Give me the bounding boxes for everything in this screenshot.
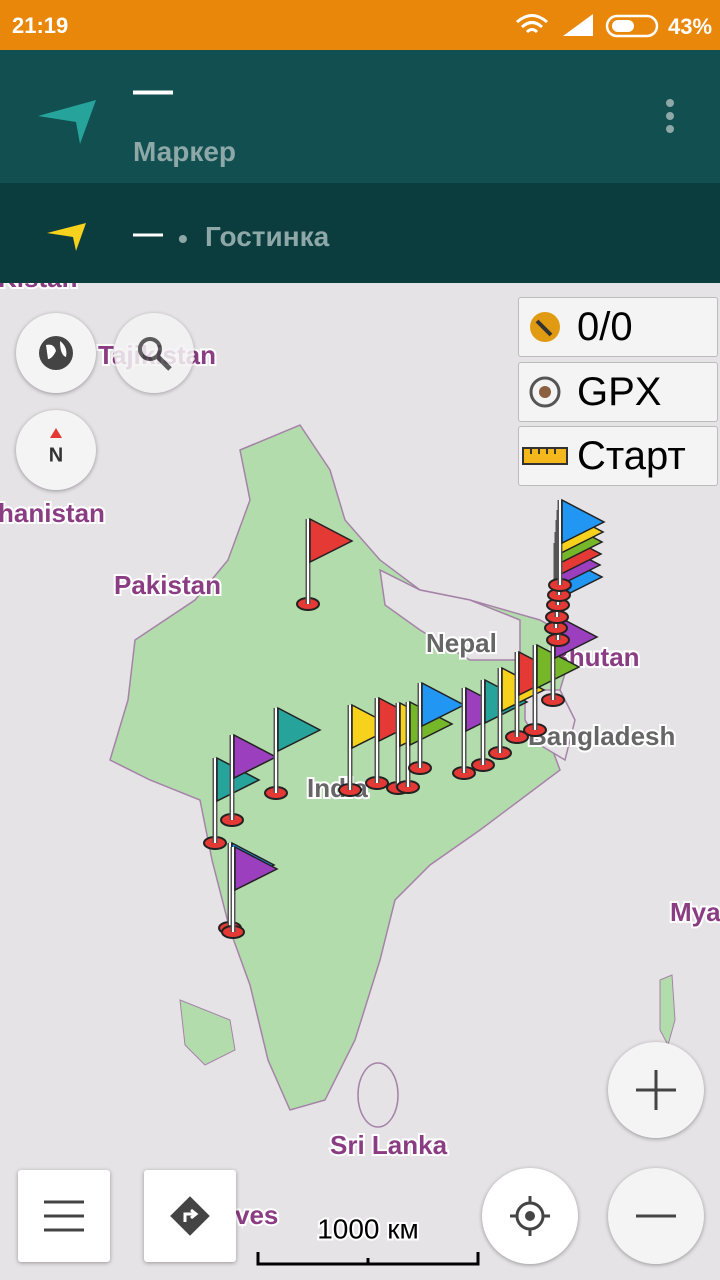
map-label: India bbox=[307, 773, 368, 803]
india-area bbox=[109, 424, 576, 1111]
search-button[interactable] bbox=[114, 313, 194, 393]
navigation[interactable] bbox=[144, 1170, 236, 1262]
favorite-marker bbox=[523, 643, 581, 737]
svg-text:N: N bbox=[49, 444, 63, 466]
favorite-marker bbox=[408, 681, 466, 775]
map-label: Pakistan bbox=[114, 570, 221, 600]
main-menu[interactable] bbox=[18, 1170, 110, 1262]
sri-lanka-area bbox=[357, 1062, 399, 1128]
status-icons bbox=[516, 14, 659, 38]
favorite-marker bbox=[296, 517, 354, 611]
favorite-marker bbox=[221, 845, 279, 939]
favorite-marker bbox=[264, 706, 322, 800]
map-label: Mya bbox=[670, 897, 720, 927]
widget-text: GPX bbox=[577, 369, 662, 414]
marker-name: Гостинка bbox=[205, 221, 330, 252]
favorite-marker bbox=[338, 703, 396, 797]
scale-label: 1000 км bbox=[317, 1213, 419, 1244]
markers bbox=[203, 498, 606, 939]
widget-text: Старт bbox=[577, 433, 686, 478]
map-label: hanistan bbox=[0, 498, 105, 528]
map-label: Nepal bbox=[426, 628, 497, 658]
favorite-marker bbox=[548, 498, 606, 592]
favorite-marker bbox=[220, 733, 278, 827]
compass-button[interactable]: N bbox=[16, 410, 96, 490]
my-location[interactable] bbox=[482, 1168, 578, 1264]
map-label: Bangladesh bbox=[528, 721, 675, 751]
favorite-marker bbox=[203, 756, 261, 850]
marker-name: Маркер bbox=[133, 136, 237, 167]
battery-level: 43% bbox=[668, 14, 713, 39]
header[interactable]: — Маркер bbox=[0, 50, 720, 183]
islands-area bbox=[179, 999, 236, 1066]
layers-button[interactable] bbox=[16, 313, 96, 393]
direction-arrow bbox=[47, 223, 86, 251]
gps-widget[interactable]: 0/0 bbox=[518, 297, 718, 357]
menu-dots[interactable] bbox=[660, 98, 680, 138]
direction-arrow bbox=[38, 100, 96, 144]
distance: — bbox=[133, 68, 173, 112]
widget-text: 0/0 bbox=[577, 304, 633, 349]
status-bar: 21:19 43% bbox=[0, 0, 720, 50]
zoom-in[interactable] bbox=[608, 1042, 704, 1138]
ruler-widget[interactable]: Старт bbox=[518, 426, 718, 486]
clock: 21:19 bbox=[12, 13, 69, 38]
second-marker[interactable]: — • Гостинка bbox=[0, 183, 720, 283]
distance: — bbox=[133, 217, 163, 250]
map-label: Sri Lanka bbox=[330, 1130, 448, 1160]
separator: • bbox=[178, 223, 188, 254]
map-label: ves bbox=[235, 1200, 278, 1230]
scale-bar bbox=[256, 1252, 480, 1266]
islands-area bbox=[659, 974, 676, 1047]
gpx-widget[interactable]: GPX bbox=[518, 362, 718, 422]
zoom-out[interactable] bbox=[608, 1168, 704, 1264]
